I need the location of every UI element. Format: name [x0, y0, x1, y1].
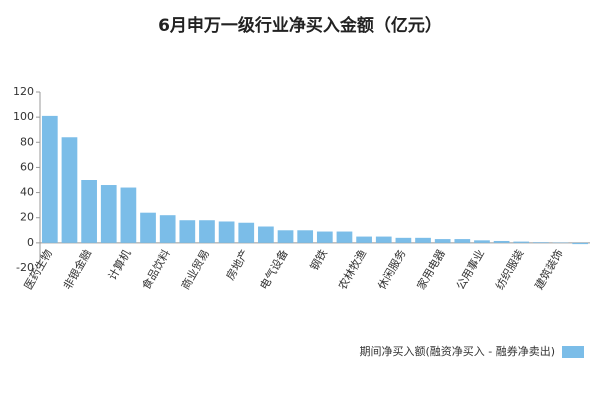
bar: [415, 237, 431, 243]
y-tick-label: 60: [20, 160, 34, 173]
y-tick-label: 100: [13, 110, 34, 123]
bar: [356, 236, 372, 243]
bar: [316, 231, 333, 243]
bar: [572, 242, 589, 245]
bar: [258, 226, 274, 243]
y-tick-label: -20: [16, 261, 34, 274]
y-tick-label: 120: [13, 85, 34, 98]
bar: [41, 115, 58, 243]
bar: [120, 187, 137, 243]
bar: [179, 220, 196, 243]
bar: [277, 230, 294, 243]
bar: [513, 241, 530, 243]
bar: [159, 215, 176, 243]
bar: [100, 185, 117, 243]
bar: [375, 236, 392, 243]
bar: [81, 180, 97, 243]
bar: [61, 137, 78, 243]
bar: [140, 212, 156, 243]
bar: [454, 239, 471, 243]
bar: [395, 237, 412, 243]
bar: [199, 220, 215, 243]
bar: [218, 221, 235, 243]
bar: [434, 239, 451, 243]
legend-swatch: [562, 346, 584, 358]
y-tick-label: 40: [20, 186, 34, 199]
legend-label: 期间净买入额(融资净买入 - 融券净卖出): [359, 344, 555, 358]
y-tick-label: 20: [20, 211, 34, 224]
bar: [474, 240, 490, 243]
y-tick-label: 80: [20, 135, 34, 148]
bar: [493, 240, 510, 243]
bar: [533, 242, 549, 243]
bar: [238, 222, 255, 243]
legend: 期间净买入额(融资净买入 - 融券净卖出): [359, 344, 584, 358]
bar: [336, 231, 353, 243]
y-tick-label: 0: [27, 236, 34, 249]
bar: [297, 230, 314, 243]
chart-title: 6月申万一级行业净买入金额（亿元）: [158, 15, 442, 36]
